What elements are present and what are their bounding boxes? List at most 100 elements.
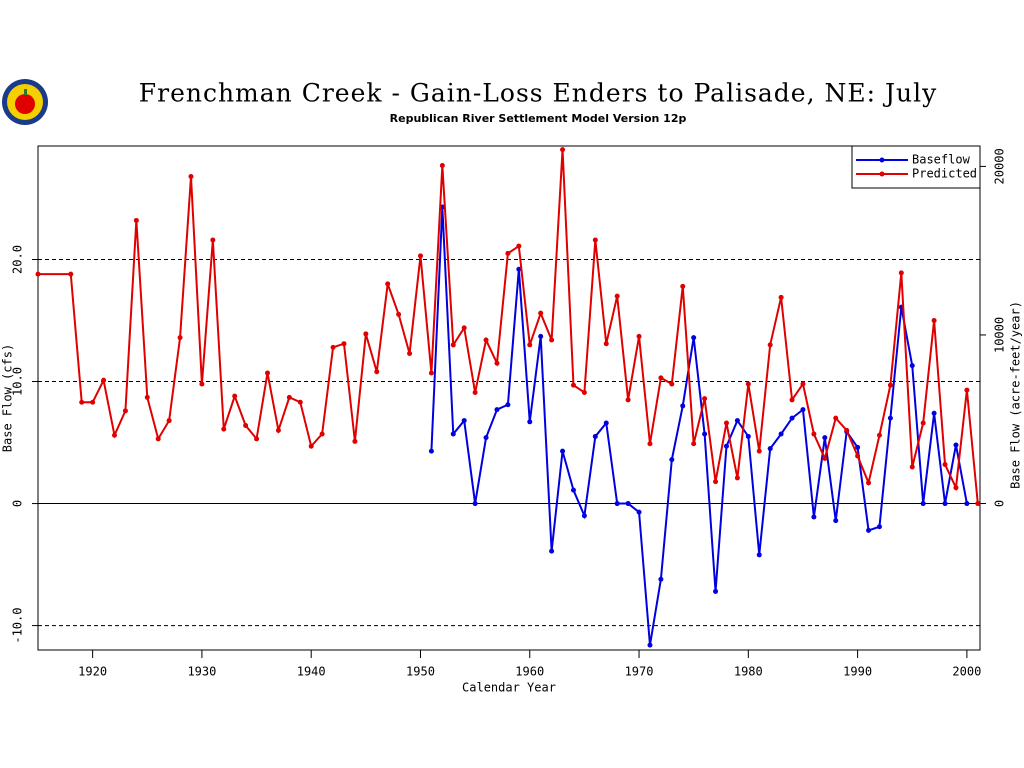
- data-point: [516, 243, 522, 249]
- data-point: [953, 485, 959, 491]
- data-point: [581, 390, 587, 396]
- data-point: [647, 642, 653, 648]
- data-point: [592, 237, 598, 243]
- data-point: [188, 174, 194, 180]
- data-point: [35, 271, 41, 277]
- data-point: [691, 441, 697, 447]
- data-point: [811, 514, 817, 520]
- data-point: [549, 337, 555, 343]
- data-point: [79, 399, 85, 405]
- data-point: [417, 253, 423, 259]
- x-tick-label: 1970: [625, 665, 654, 679]
- data-point: [133, 217, 139, 223]
- y2-axis-label: Base Flow (acre-feet/year): [1009, 301, 1023, 489]
- data-point: [920, 420, 926, 426]
- data-point: [101, 377, 107, 383]
- data-point: [920, 501, 926, 507]
- data-point: [592, 433, 598, 439]
- data-point: [428, 448, 434, 454]
- data-point: [199, 381, 205, 387]
- data-point: [461, 325, 467, 331]
- data-point: [527, 419, 533, 425]
- chart-title: Frenchman Creek - Gain-Loss Enders to Pa…: [139, 79, 937, 108]
- data-point: [964, 387, 970, 393]
- data-point: [658, 375, 664, 381]
- data-point: [461, 418, 467, 424]
- data-point: [570, 487, 576, 493]
- data-point: [942, 462, 948, 468]
- legend-marker: [879, 157, 885, 163]
- data-point: [669, 381, 675, 387]
- data-point: [625, 397, 631, 403]
- y2-tick-label: 20000: [993, 148, 1007, 184]
- data-point: [614, 293, 620, 299]
- data-point: [286, 394, 292, 400]
- data-point: [330, 344, 336, 350]
- plot-frame: [37, 145, 981, 651]
- data-point: [341, 341, 347, 347]
- data-point: [909, 464, 915, 470]
- data-point: [723, 420, 729, 426]
- data-point: [887, 415, 893, 421]
- data-point: [319, 431, 325, 437]
- data-point: [931, 410, 937, 416]
- y2-tick-label: 10000: [993, 317, 1007, 353]
- data-point: [734, 418, 740, 424]
- data-point: [702, 396, 708, 402]
- data-point: [549, 548, 555, 554]
- x-axis-label: Calendar Year: [462, 681, 556, 695]
- data-point: [243, 422, 249, 428]
- data-point: [144, 394, 150, 400]
- data-point: [155, 436, 161, 442]
- logo: [2, 79, 48, 125]
- data-point: [822, 455, 828, 461]
- data-point: [691, 335, 697, 341]
- data-point: [297, 399, 303, 405]
- data-point: [756, 448, 762, 454]
- x-tick-label: 1980: [734, 665, 763, 679]
- data-point: [472, 390, 478, 396]
- data-point: [942, 501, 948, 507]
- data-point: [833, 518, 839, 524]
- data-point: [636, 333, 642, 339]
- data-point: [800, 381, 806, 387]
- data-point: [90, 399, 96, 405]
- data-point: [264, 370, 270, 376]
- data-point: [789, 415, 795, 421]
- y-tick-label: 0: [11, 500, 25, 507]
- data-point: [756, 552, 762, 558]
- x-tick-label: 1920: [78, 665, 107, 679]
- data-point: [505, 250, 511, 256]
- data-point: [385, 281, 391, 287]
- data-point: [975, 501, 981, 507]
- data-point: [647, 441, 653, 447]
- data-point: [516, 266, 522, 272]
- x-tick-label: 1960: [515, 665, 544, 679]
- data-point: [887, 382, 893, 388]
- data-point: [603, 420, 609, 426]
- data-point: [669, 457, 675, 463]
- data-point: [374, 369, 380, 375]
- y-tick-label: 10.0: [11, 367, 25, 396]
- legend-label: Baseflow: [912, 153, 971, 167]
- data-point: [778, 294, 784, 300]
- data-point: [636, 509, 642, 515]
- data-point: [527, 342, 533, 348]
- y-tick-label: 20.0: [11, 245, 25, 274]
- data-point: [658, 576, 664, 582]
- data-point: [898, 270, 904, 276]
- data-point: [177, 335, 183, 341]
- data-point: [483, 435, 489, 441]
- data-point: [723, 443, 729, 449]
- data-point: [210, 237, 216, 243]
- data-point: [254, 436, 260, 442]
- data-point: [680, 283, 686, 289]
- data-point: [68, 271, 74, 277]
- data-point: [909, 363, 915, 369]
- x-tick-label: 1990: [843, 665, 872, 679]
- data-point: [472, 501, 478, 507]
- series-line: [38, 149, 979, 504]
- data-point: [680, 403, 686, 409]
- data-point: [428, 370, 434, 376]
